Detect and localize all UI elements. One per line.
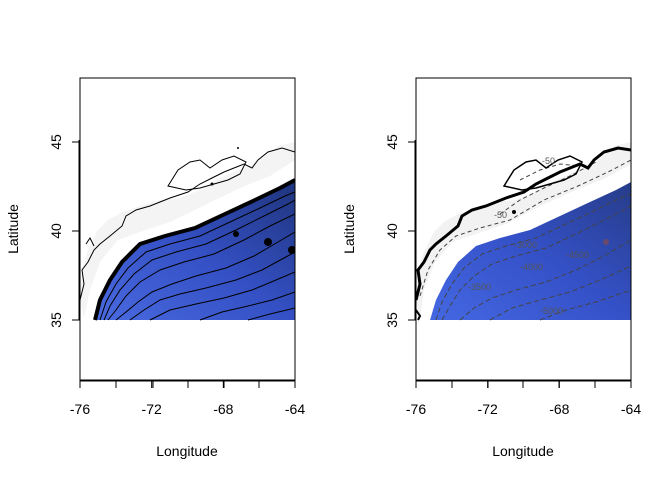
x-tick-label: -68 <box>213 401 233 417</box>
contour-label: -50 <box>494 210 507 220</box>
map-panel-right: -50 -50 -3000 -4000 -4500 -3500 -5000 -7… <box>341 77 641 459</box>
bathymetry-image-right: -50 -50 -3000 -4000 -4500 -3500 -5000 <box>416 142 631 321</box>
bathymetry-image-left <box>80 142 295 321</box>
y-axis-right: 35 40 45 <box>384 134 416 328</box>
y-tick-label: 40 <box>48 223 64 239</box>
contour-label: -50 <box>542 156 555 166</box>
map-panel-left: -76 -72 -68 -64 35 40 45 Longitude Latitude <box>5 77 305 459</box>
x-tick-label: -72 <box>142 401 162 417</box>
y-tick-label: 35 <box>48 312 64 328</box>
x-tick-label: -76 <box>406 401 426 417</box>
contour-label: -4500 <box>566 250 589 260</box>
y-tick-label: 35 <box>384 312 400 328</box>
x-tick-label: -68 <box>549 401 569 417</box>
y-axis-label-left: Latitude <box>5 204 21 254</box>
x-axis-left: -76 -72 -68 -64 <box>70 380 305 417</box>
y-tick-label: 40 <box>384 223 400 239</box>
y-tick-label: 45 <box>48 134 64 150</box>
x-axis-right: -76 -72 -68 -64 <box>406 380 641 417</box>
x-axis-label-left: Longitude <box>156 443 218 459</box>
contour-label: -5000 <box>540 306 563 316</box>
x-tick-label: -64 <box>621 401 641 417</box>
y-axis-label-right: Latitude <box>341 204 357 254</box>
x-tick-label: -64 <box>285 401 305 417</box>
x-tick-label: -76 <box>70 401 90 417</box>
contour-label: -3500 <box>468 282 491 292</box>
x-tick-label: -72 <box>478 401 498 417</box>
contour-label: -4000 <box>520 262 543 272</box>
contour-label: -3000 <box>514 240 537 250</box>
x-axis-label-right: Longitude <box>492 443 554 459</box>
contour-labels: -50 -50 -3000 -4000 -4500 -3500 -5000 <box>468 156 589 316</box>
y-tick-label: 45 <box>384 134 400 150</box>
y-axis-left: 35 40 45 <box>48 134 80 328</box>
